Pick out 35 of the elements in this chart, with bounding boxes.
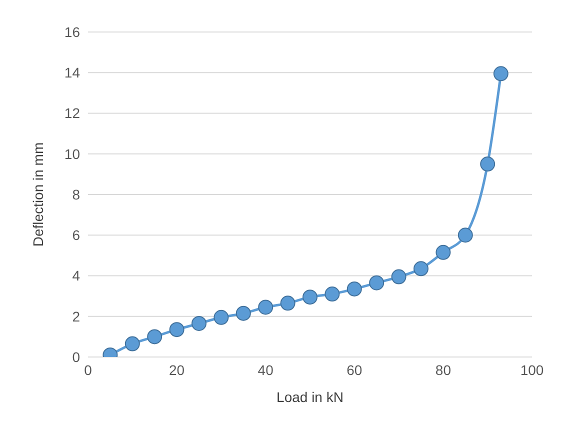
- y-tick-label: 8: [72, 186, 80, 202]
- x-tick-label: 100: [520, 362, 544, 378]
- point: [258, 300, 274, 315]
- point: [192, 316, 206, 331]
- point: [280, 296, 296, 311]
- point: [124, 336, 140, 352]
- y-tick-label: 12: [64, 105, 80, 122]
- x-tick-label: 40: [258, 362, 274, 378]
- y-axis-title: Deflection in mm: [30, 142, 46, 247]
- point: [369, 275, 384, 290]
- x-axis-title: Load in kN: [276, 389, 344, 405]
- point: [169, 322, 184, 338]
- point: [147, 329, 162, 344]
- point: [391, 269, 406, 284]
- y-tick-label: 16: [64, 24, 80, 40]
- point: [436, 244, 451, 260]
- point: [324, 286, 340, 302]
- x-tick-label: 20: [169, 362, 185, 378]
- point: [214, 310, 229, 325]
- point: [414, 261, 428, 276]
- point: [302, 290, 318, 305]
- x-tick-label: 80: [435, 362, 452, 378]
- x-tick-label: 0: [84, 362, 92, 378]
- point: [236, 306, 251, 321]
- y-tick-label: 4: [72, 268, 80, 284]
- y-tick-label: 0: [72, 348, 80, 365]
- point: [493, 66, 508, 82]
- x-tick-label: 60: [346, 362, 362, 378]
- y-tick-label: 6: [72, 227, 80, 244]
- y-tick-label: 10: [64, 146, 80, 162]
- point: [346, 281, 362, 296]
- point: [480, 156, 496, 172]
- y-tick-label: 2: [72, 308, 80, 324]
- y-tick-label: 14: [64, 64, 80, 81]
- point: [458, 228, 473, 243]
